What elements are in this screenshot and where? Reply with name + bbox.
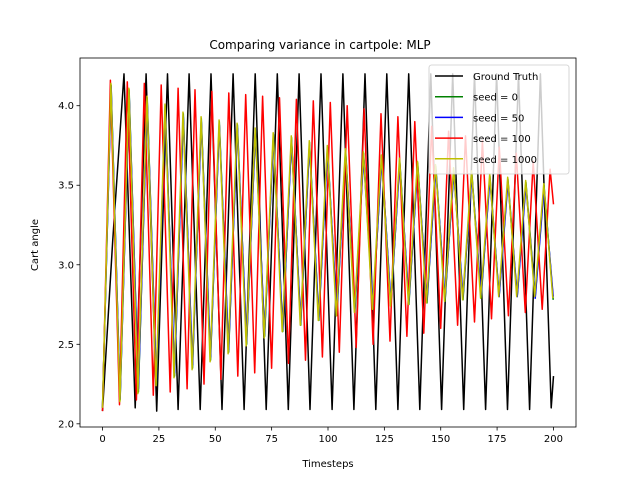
y-tick-label-2: 3.0 [58,260,74,271]
x-tick-label-8: 200 [544,434,563,445]
x-tick-label-5: 125 [375,434,394,445]
series-line-0 [101,73,555,412]
y-tick-label-3: 3.5 [58,181,74,192]
chart-title: Comparing variance in cartpole: MLP [209,38,430,52]
y-tick-label-0: 2.0 [58,419,74,430]
y-tick-label-1: 2.5 [58,340,74,351]
x-tick-label-1: 25 [153,434,166,445]
x-tick-label-7: 175 [488,434,507,445]
legend-label-2: seed = 50 [473,113,524,124]
x-tick-label-4: 100 [318,434,337,445]
series-line-4 [101,82,554,408]
x-tick-label-2: 50 [209,434,222,445]
x-tick-label-3: 75 [265,434,278,445]
legend: Ground Truth seed = 0 seed = 50 seed = 100 s… [428,64,570,175]
y-axis-label: Cart angle [30,219,41,271]
legend-label-3: seed = 100 [473,134,531,145]
x-axis-label: Timesteps [301,459,353,470]
y-tick-label-4: 4.0 [58,101,74,112]
legend-label-1: seed = 0 [473,93,518,104]
axes-layer: 0 25 50 75 100 125 150 175 200 2.0 2.5 3.0 3.5 4.0 [58,57,577,445]
legend-frame [428,64,570,175]
x-tick-label-6: 150 [431,434,450,445]
x-tick-label-0: 0 [99,434,105,445]
legend-label-0: Ground Truth [473,72,538,83]
legend-label-4: seed = 1000 [473,155,537,166]
